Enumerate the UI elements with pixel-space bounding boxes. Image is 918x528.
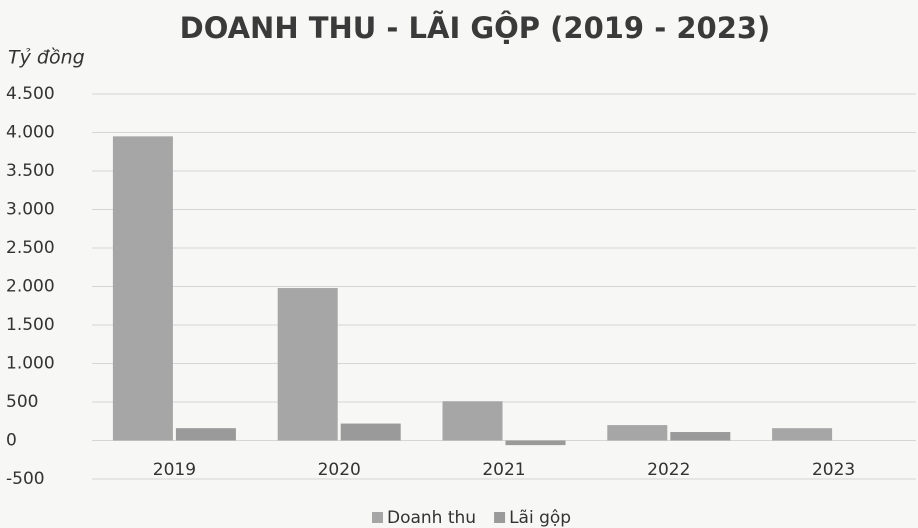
y-tick-label: 2.000 [6,277,55,297]
y-tick-label: 4.000 [6,123,55,143]
y-tick-label: 3.500 [6,161,55,181]
y-tick-label: 3.000 [6,200,55,220]
legend-swatch [494,512,506,523]
x-tick-label: 2019 [153,460,196,480]
y-tick-label: 4.500 [6,84,55,104]
y-tick-label: 2.500 [6,238,55,258]
bar [112,136,173,441]
bar [277,288,338,441]
bar [175,428,236,441]
x-tick-label: 2023 [812,460,855,480]
bar [442,401,503,441]
y-tick-label: 1.500 [6,315,55,335]
x-tick-label: 2021 [482,460,525,480]
y-tick-label: 1.000 [6,354,55,374]
y-axis-label: Tỷ đồng [8,47,85,69]
bar [607,425,668,441]
y-tick-label: 0 [6,431,17,451]
y-tick-label: 500 [6,392,38,412]
bar [772,428,833,441]
chart-title: DOANH THU - LÃI GỘP (2019 - 2023) [180,11,771,45]
y-tick-label: -500 [6,469,45,489]
bar [670,432,731,441]
x-tick-label: 2022 [647,460,690,480]
legend-label: Doanh thu [387,508,476,528]
bar [505,440,566,446]
legend-label: Lãi gộp [509,508,571,528]
legend-swatch [372,512,383,523]
bar [340,423,401,441]
x-tick-label: 2020 [318,460,361,480]
